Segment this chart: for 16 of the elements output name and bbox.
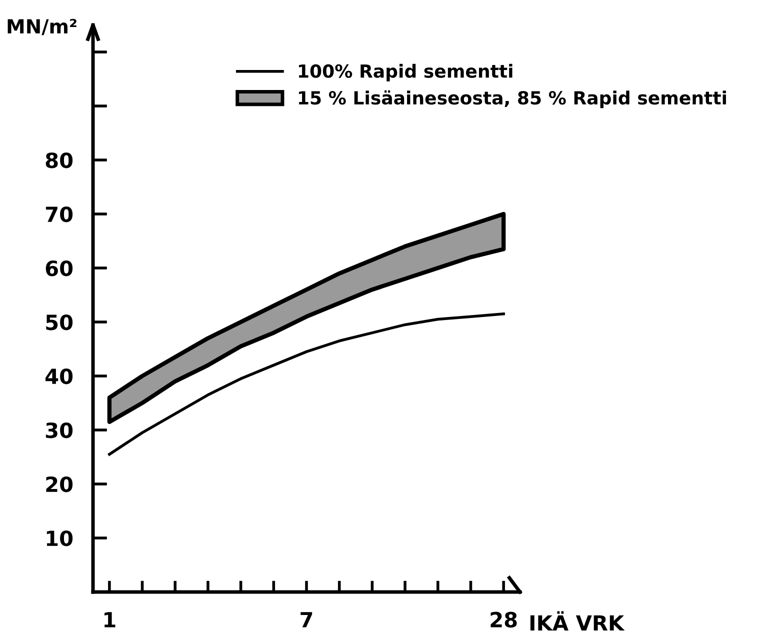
y-tick-label: 70 <box>46 206 73 222</box>
x-axis-title: IKÄ VRK <box>530 611 625 631</box>
line-series <box>108 312 505 456</box>
y-axis-title: MN/m² <box>8 18 76 36</box>
y-tick-label: 50 <box>46 314 73 330</box>
legend-label: 15 % Lisäaineseosta, 85 % Rapid sementti <box>298 90 726 108</box>
x-tick-label: 1 <box>104 612 116 628</box>
x-tick-label: 7 <box>300 612 312 628</box>
legend-label: 100% Rapid sementti <box>298 64 512 82</box>
y-tick-label: 80 <box>46 152 73 168</box>
x-tick-label: 28 <box>490 612 517 628</box>
y-tick-label: 40 <box>46 368 73 384</box>
y-tick-label: 60 <box>46 260 73 276</box>
y-tick-label: 30 <box>46 422 73 438</box>
y-tick-label: 10 <box>46 530 73 546</box>
y-tick-label: 20 <box>46 476 73 492</box>
